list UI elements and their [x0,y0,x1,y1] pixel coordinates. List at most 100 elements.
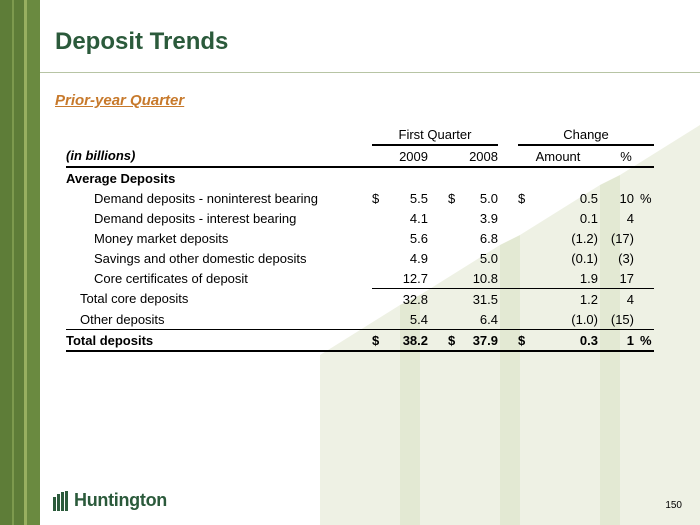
currency-cell [372,309,388,330]
first-quarter-header: First Quarter [372,124,498,146]
row-label: Money market deposits [94,230,229,246]
table-row: Core certificates of deposit 12.7 10.8 1.9 1… [66,268,654,289]
change-pct: 10 [619,190,634,206]
currency-cell [428,248,464,268]
currency-cell [518,268,534,289]
currency-cell: $ [518,190,526,206]
page-subtitle: Prior-year Quarter [55,92,185,109]
value-2008: 31.5 [472,291,498,307]
change-pct: 17 [598,268,634,289]
change-pct: 4 [626,210,634,226]
huntington-logo-icon [53,490,68,511]
value-2008: 5.0 [479,190,498,206]
currency-cell [428,309,464,330]
currency-cell [428,268,464,289]
value-2009: 4.1 [409,210,428,226]
currency-cell [372,228,388,248]
change-pct: (17) [610,230,634,246]
value-2008: 5.0 [479,250,498,266]
value-2009: 5.6 [409,230,428,246]
row-label: Demand deposits - interest bearing [94,210,297,226]
table-row: Money market deposits 5.6 6.8 (1.2) (17) [66,228,654,248]
currency-cell [372,208,388,228]
currency-cell [428,289,464,310]
change-amount: 0.5 [579,190,598,206]
change-amount: 1.9 [534,268,598,289]
currency-cell: $ [428,329,464,352]
pct-sign [634,289,654,310]
pct-sign [634,208,654,228]
value-2008: 37.9 [464,329,498,352]
change-amount: (0.1) [571,250,598,266]
value-2008: 10.8 [464,268,498,289]
row-label: Core certificates of deposit [94,270,248,286]
change-pct: 1 [598,329,634,352]
currency-cell: $ [448,190,456,206]
change-amount: 1.2 [579,291,598,307]
huntington-logo: Huntington [52,490,167,511]
value-2008: 3.9 [479,210,498,226]
left-stripe-band [0,0,40,525]
pct-sign [634,228,654,248]
table-row: Total deposits $38.2 $37.9 $0.3 1% [66,329,654,352]
change-amount: (1.0) [534,309,598,330]
value-2009: 5.5 [409,190,428,206]
table-row: Other deposits 5.4 6.4 (1.0) (15) [66,309,654,330]
value-2008: 6.4 [464,309,498,330]
currency-cell [372,268,388,289]
row-label: Total core deposits [80,291,189,307]
currency-cell [518,208,534,228]
title-divider [40,72,700,73]
pct-sign: % [640,190,652,206]
currency-cell: $ [372,329,388,352]
row-label: Savings and other domestic deposits [94,250,307,266]
currency-cell [428,228,464,248]
change-pct: 4 [626,291,634,307]
currency-cell [428,208,464,228]
deposit-table: First Quarter Change (in billions) 2009 … [66,124,654,352]
change-pct: (15) [598,309,634,330]
change-amount: 0.3 [534,329,598,352]
table-row: Savings and other domestic deposits 4.9 5.… [66,248,654,268]
change-amount: (1.2) [571,230,598,246]
currency-cell [372,248,388,268]
value-2009: 4.9 [409,250,428,266]
amount-header: Amount [518,145,598,168]
pct-sign [634,268,654,289]
value-2009: 38.2 [388,329,428,352]
table-row: Total core deposits 32.8 31.5 1.2 4 [66,289,654,310]
page-title: Deposit Trends [55,28,229,55]
change-header: Change [518,124,654,146]
change-amount: 0.1 [579,210,598,226]
pct-header: % [598,145,654,168]
row-label: Other deposits [66,309,364,330]
group-header-row: First Quarter Change [66,124,654,146]
row-label: Total deposits [66,329,364,352]
column-header-row: (in billions) 2009 2008 Amount % [66,145,654,168]
col-2009-header: 2009 [372,145,428,168]
pct-sign [634,248,654,268]
value-2009: 32.8 [402,291,428,307]
currency-cell [372,289,388,310]
section-label: Average Deposits [66,170,176,186]
logo-text: Huntington [74,490,167,510]
section-row: Average Deposits [66,167,654,188]
currency-cell [518,228,534,248]
pct-sign: % [634,329,654,352]
currency-cell: $ [372,190,380,206]
table-row: Demand deposits - interest bearing 4.1 3.9… [66,208,654,228]
currency-cell [518,248,534,268]
value-2008: 6.8 [479,230,498,246]
value-2009: 5.4 [388,309,428,330]
currency-cell [518,309,534,330]
change-pct: (3) [618,250,634,266]
table-row: Demand deposits - noninterest bearing $5.… [66,188,654,208]
col-2008-header: 2008 [428,145,498,168]
units-header: (in billions) [66,145,364,168]
pct-sign [634,309,654,330]
page-number: 150 [665,500,682,511]
value-2009: 12.7 [388,268,428,289]
currency-cell [518,289,534,310]
currency-cell: $ [518,329,534,352]
row-label: Demand deposits - noninterest bearing [94,190,319,206]
